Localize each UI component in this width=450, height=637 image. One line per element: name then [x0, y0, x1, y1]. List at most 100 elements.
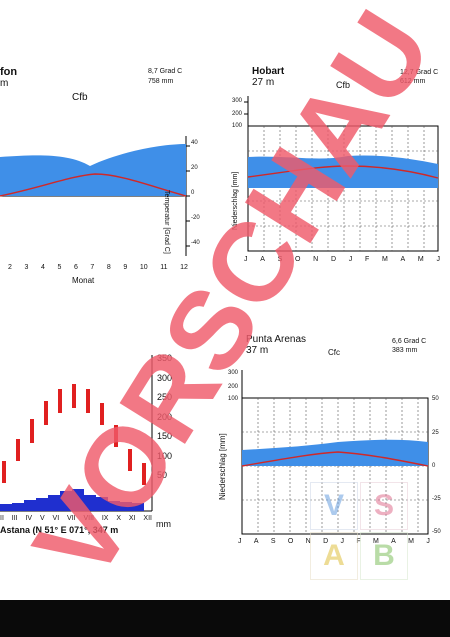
logo-tile-a: A [310, 532, 358, 580]
bottom-bar [0, 600, 450, 637]
climate-chart-top-left: fon m Cfb 8,7 Grad C 758 mm 40 20 0 -20 … [0, 60, 225, 290]
x-ticks: J A S O N D J F M A M J [238, 538, 430, 545]
station-elevation: 37 m [246, 345, 269, 356]
x-tick: D [330, 256, 337, 263]
station-name: fon [0, 66, 18, 78]
annual-precipitation: 612 mm [400, 78, 426, 85]
y-tick: 200 [157, 411, 173, 422]
station-elevation: 27 m [252, 77, 275, 88]
climate-chart-astana: 350 300 250 200 150 100 50 II III IV V V… [0, 335, 228, 560]
y-tick: 0 [432, 463, 436, 469]
y-tick: 100 [228, 396, 239, 402]
koppen-class: Cfb [72, 92, 88, 103]
y-axis-label: Niederschlag [mm] [232, 171, 239, 230]
x-tick: 7 [90, 264, 95, 271]
logo-tile-b: B [360, 532, 408, 580]
y-tick: 50 [157, 470, 168, 480]
x-tick: N [305, 538, 311, 545]
x-tick: M [381, 256, 388, 263]
y-tick: -40 [191, 240, 200, 246]
x-tick: J [426, 538, 430, 545]
y-tick: 0 [191, 190, 195, 196]
y-tick: 100 [157, 450, 173, 461]
x-tick: A [253, 538, 259, 545]
x-tick: 4 [40, 264, 45, 271]
x-tick: XII [143, 515, 152, 522]
y-axis-label: Temperatur [Grad C] [163, 190, 170, 254]
x-tick: IV [25, 515, 33, 522]
x-tick: N [313, 256, 319, 263]
x-tick: J [348, 256, 353, 263]
climate-plot [0, 355, 153, 512]
koppen-class: Cfc [328, 348, 340, 357]
logo-tile-v: V [310, 482, 358, 530]
station-elevation: m [0, 78, 9, 89]
koppen-class: Cfb [336, 80, 351, 90]
x-tick: 2 [8, 264, 12, 271]
y-tick: -50 [432, 529, 441, 535]
x-tick: V [39, 515, 45, 522]
y-tick: 300 [232, 98, 243, 104]
x-tick: J [340, 538, 344, 545]
publisher-logo: V S A B [310, 482, 408, 580]
x-tick: VIII [83, 515, 94, 522]
annual-precipitation: 758 mm [148, 78, 174, 85]
y-tick: 20 [191, 165, 198, 171]
x-tick: J [436, 256, 440, 263]
x-tick: 3 [24, 264, 29, 271]
y-axis-label: Niederschlag [mm] [218, 433, 227, 500]
station-name: Punta Arenas [246, 334, 307, 345]
x-axis-label: Monat [72, 276, 95, 285]
x-tick: J [238, 538, 242, 545]
x-tick: J [244, 256, 248, 263]
station-caption: Astana (N 51° E 071°, 347 m [0, 525, 119, 535]
x-tick: F [364, 256, 370, 263]
climate-chart-hobart: Hobart 27 m Cfb 12,7 Grad C 612 mm [228, 60, 450, 290]
x-tick: F [356, 538, 361, 545]
climate-plot [0, 136, 190, 256]
x-tick: A [260, 256, 265, 263]
y-tick: 40 [191, 140, 198, 146]
x-tick: 5 [57, 264, 62, 271]
x-ticks: J A S O N D J F M A M J [244, 256, 440, 263]
x-tick: 11 [160, 264, 168, 271]
x-tick: M [408, 538, 414, 545]
logo-tile-s: S [360, 482, 408, 530]
x-tick: D [323, 538, 329, 545]
x-tick: M [417, 256, 424, 263]
climate-chart-punta-arenas: Punta Arenas 37 m Cfc 6,6 Grad C 383 mm [218, 332, 450, 560]
x-tick: O [295, 256, 301, 263]
x-tick: 6 [73, 264, 78, 271]
x-tick: S [277, 256, 283, 263]
y-tick: 300 [157, 372, 173, 383]
y-tick: 150 [157, 431, 173, 441]
worksheet-page: fon m Cfb 8,7 Grad C 758 mm 40 20 0 -20 … [0, 0, 450, 600]
climate-plot [241, 370, 429, 535]
x-tick: II [0, 515, 4, 522]
y-tick: 100 [232, 123, 243, 129]
annual-temperature: 8,7 Grad C [148, 68, 183, 75]
annual-temperature: 12,7 Grad C [400, 69, 439, 76]
x-ticks: 2 3 4 5 6 7 8 9 10 11 12 [8, 264, 188, 271]
y-tick: 300 [228, 370, 239, 376]
x-tick: A [400, 256, 406, 263]
annual-temperature: 6,6 Grad C [392, 338, 427, 345]
x-tick: 8 [106, 264, 111, 271]
x-tick: IX [101, 515, 109, 522]
y-tick: 200 [228, 384, 239, 390]
unit-label: mm [156, 519, 171, 529]
station-name: Hobart [252, 66, 285, 77]
x-tick: S [270, 538, 276, 545]
y-tick: 250 [157, 392, 173, 402]
x-tick: III [11, 515, 18, 522]
y-ticks: 350 300 250 200 150 100 50 [157, 349, 172, 486]
y-tick: 200 [232, 111, 243, 117]
y-tick: 25 [432, 430, 439, 436]
x-tick: XI [128, 515, 136, 522]
x-tick: VI [52, 515, 60, 522]
y-tick: -25 [432, 496, 441, 502]
x-tick: VII [67, 515, 76, 522]
y-tick: 350 [157, 353, 173, 363]
x-tick: M [372, 538, 379, 545]
x-tick: 12 [180, 264, 188, 271]
